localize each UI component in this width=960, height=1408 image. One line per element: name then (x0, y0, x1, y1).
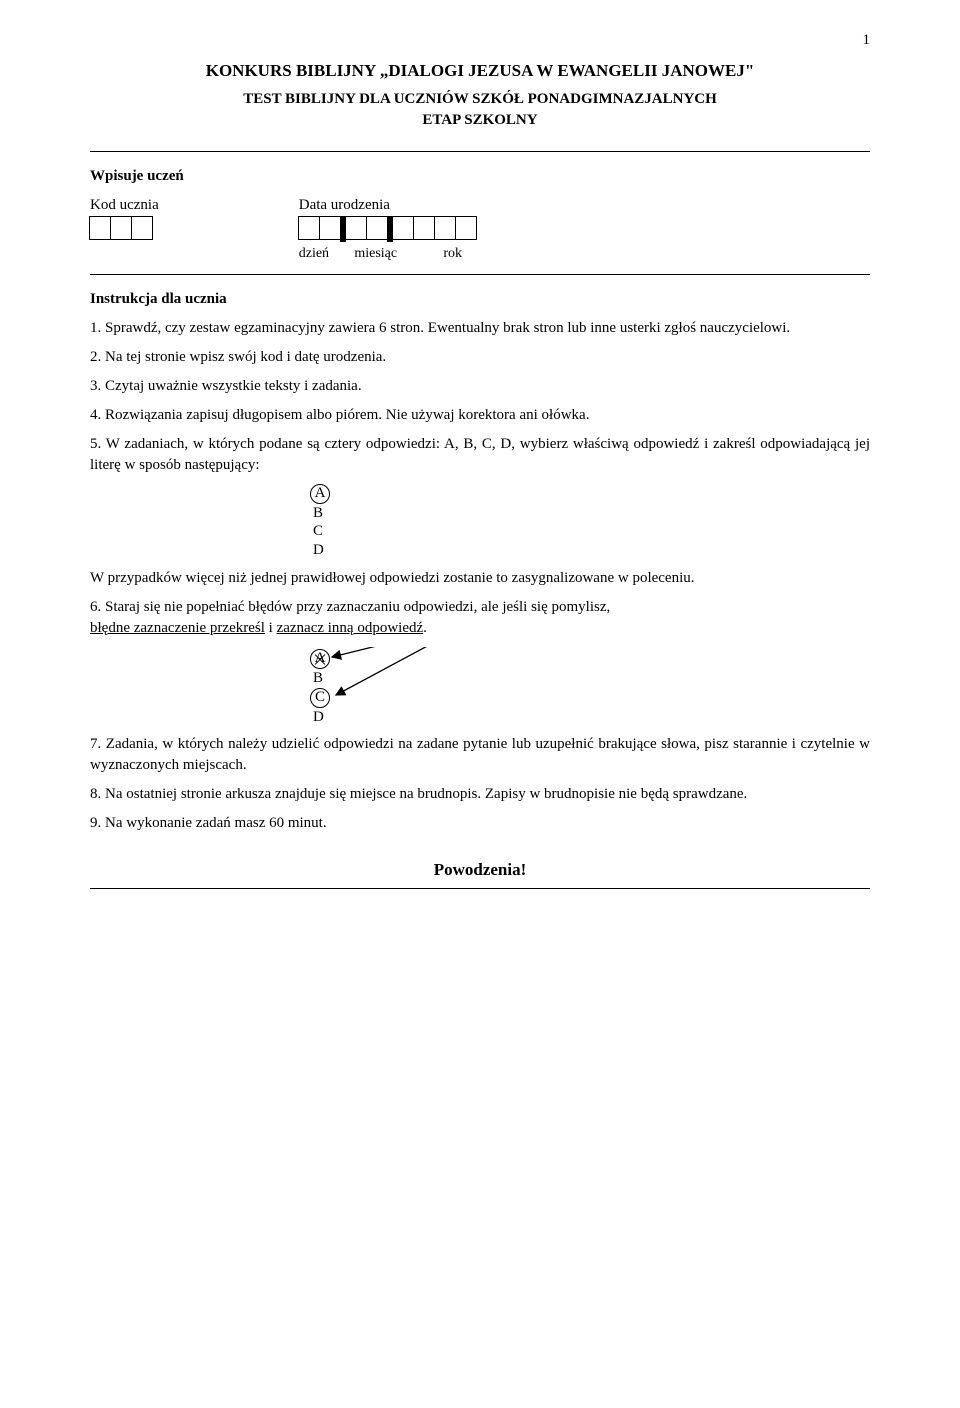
option-c-circled: C (310, 688, 330, 708)
answer-sample-2: A B C D (310, 647, 870, 727)
data-urodzenia-label: Data urodzenia (299, 195, 497, 216)
label-miesiac: miesiąc (347, 244, 405, 264)
instruction-7: 7. Zadania, w których należy udzielić od… (90, 734, 870, 776)
answer-sample-2-wrap: A B C D (90, 647, 870, 727)
input-row: Kod ucznia Data urodzenia dzień miesiąc … (90, 195, 870, 264)
instruction-9: 9. Na wykonanie zadań masz 60 minut. (90, 813, 870, 834)
instruction-2: 2. Na tej stronie wpisz swój kod i datę … (90, 347, 870, 368)
data-urodzenia-boxes[interactable] (299, 216, 477, 242)
good-luck: Powodzenia! (90, 858, 870, 882)
text-underline-2: zaznacz inną odpowiedź (277, 620, 424, 636)
instruction-1: 1. Sprawdź, czy zestaw egzaminacyjny zaw… (90, 318, 870, 339)
instruction-5: 5. W zadaniach, w których podane są czte… (90, 434, 870, 476)
label-rok: rok (409, 244, 497, 264)
option-b: B (310, 504, 870, 523)
option-a-circled: A (310, 484, 330, 504)
instruction-6: 6. Staraj się nie popełniać błędów przy … (90, 597, 870, 639)
page-number: 1 (90, 30, 870, 51)
option-a-crossed: A (310, 649, 330, 669)
text-underline-1: błędne zaznaczenie przekreśl (90, 620, 265, 636)
title-line-1: KONKURS BIBLIJNY „DIALOGI JEZUSA W EWANG… (206, 61, 755, 80)
date-sublabels: dzień miesiąc rok (299, 244, 497, 264)
kod-ucznia-block: Kod ucznia (90, 195, 159, 264)
section-instructions: Instrukcja dla ucznia (90, 289, 870, 310)
divider (90, 888, 870, 889)
divider (90, 274, 870, 275)
kod-ucznia-boxes[interactable] (90, 216, 153, 240)
title-line-2: TEST BIBLIJNY DLA UCZNIÓW SZKÓŁ PONADGIM… (90, 89, 870, 110)
kod-ucznia-label: Kod ucznia (90, 195, 159, 216)
instruction-3: 3. Czytaj uważnie wszystkie teksty i zad… (90, 376, 870, 397)
section-student-fills: Wpisuje uczeń (90, 166, 870, 187)
instruction-5b: W przypadków więcej niż jednej prawidłow… (90, 568, 870, 589)
instruction-4: 4. Rozwiązania zapisuj długopisem albo p… (90, 405, 870, 426)
divider (90, 151, 870, 152)
option-b: B (310, 669, 870, 688)
option-d: D (310, 708, 870, 727)
answer-sample-1: A B C D (310, 484, 870, 560)
contest-title: KONKURS BIBLIJNY „DIALOGI JEZUSA W EWANG… (90, 59, 870, 83)
label-dzien: dzień (299, 244, 343, 264)
title-line-3: ETAP SZKOLNY (90, 110, 870, 131)
option-d: D (310, 541, 870, 560)
option-c: C (310, 522, 870, 541)
instruction-8: 8. Na ostatniej stronie arkusza znajduje… (90, 784, 870, 805)
data-urodzenia-block: Data urodzenia dzień miesiąc rok (299, 195, 497, 264)
